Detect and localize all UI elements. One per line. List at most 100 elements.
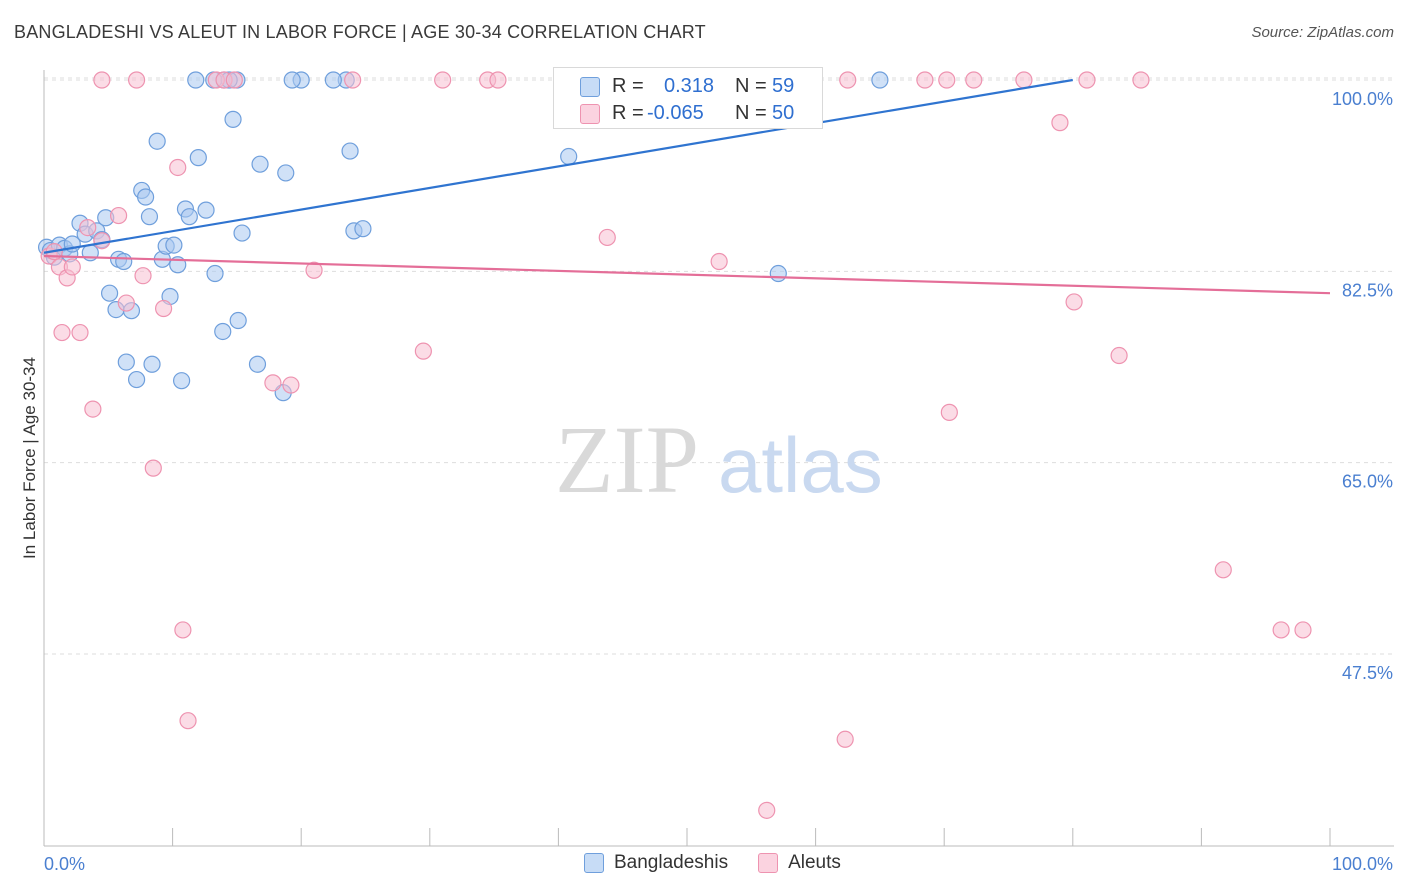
bangladeshi-point: [206, 264, 224, 283]
bangladeshi-point: [148, 132, 166, 150]
bangladeshi-point: [283, 71, 301, 89]
stats-blue-swatch: [580, 77, 600, 97]
aleut-point: [1078, 71, 1096, 89]
x-tick-label-max: 100.0%: [1332, 854, 1393, 874]
bangladeshi-point: [165, 236, 183, 254]
aleut-point: [1272, 621, 1290, 639]
watermark-atlas: atlas: [718, 421, 883, 509]
axes: [43, 70, 1394, 847]
aleut-point: [53, 323, 71, 342]
aleut-point: [1015, 71, 1033, 89]
bangladeshi-point: [560, 147, 578, 166]
bangladeshi-point: [341, 142, 359, 160]
y-axis-label: In Labor Force | Age 30-34: [20, 357, 39, 559]
legend-item-aleuts: Aleuts: [758, 852, 841, 874]
bangladeshi-point: [173, 372, 191, 390]
aleut-trend-line: [43, 254, 1331, 295]
stats-n-value-blue: 59: [772, 75, 795, 97]
aleut-point: [109, 206, 128, 225]
aleut-point: [63, 258, 81, 276]
bangladeshi-point: [324, 71, 342, 89]
aleut-point: [305, 261, 323, 279]
watermark: ZIP atlas: [555, 406, 883, 513]
bangladeshi-trend-line: [43, 78, 1073, 254]
legend-swatch-pink: [758, 853, 779, 873]
aleut-point: [710, 252, 728, 271]
bangladeshi-point: [233, 224, 251, 242]
aleut-point: [71, 323, 89, 342]
legend-swatch-blue: [584, 853, 604, 873]
bangladeshi-point: [180, 208, 198, 226]
chart-title: BANGLADESHI VS ALEUT IN LABOR FORCE | AG…: [14, 22, 706, 42]
aleut-point: [598, 228, 616, 247]
aleut-point: [117, 294, 135, 312]
stats-pink-swatch: [580, 104, 600, 124]
bangladeshi-point: [229, 311, 247, 330]
aleut-point: [225, 71, 243, 89]
bangladeshi-point: [189, 149, 207, 167]
aleut-point: [836, 730, 854, 748]
aleut-point: [758, 801, 776, 819]
bangladeshi-point: [136, 188, 155, 206]
tick-labels: 47.5% 65.0% 82.5% 100.0% 0.0% 100.0%: [43, 89, 1393, 874]
stats-r-label-blue: R =: [612, 75, 644, 97]
stats-n-value-pink: 50: [772, 102, 795, 124]
source-label: Source: ZipAtlas.com: [1251, 24, 1394, 41]
bangladeshi-point: [127, 370, 146, 389]
stats-r-label-pink: R =: [612, 102, 644, 124]
bangladeshi-point: [224, 110, 242, 128]
aleut-point: [84, 400, 102, 418]
bangladeshi-point: [769, 264, 787, 283]
aleut-point: [344, 71, 362, 89]
bangladeshi-point: [197, 201, 215, 219]
aleut-point: [93, 232, 111, 250]
gridlines: [44, 77, 1394, 655]
aleut-point: [1214, 561, 1232, 579]
bangladeshi-point: [871, 71, 889, 89]
bangladeshi-point: [117, 353, 135, 371]
aleut-point: [144, 459, 162, 477]
watermark-zip: ZIP: [555, 406, 699, 513]
aleut-point: [414, 342, 432, 360]
aleut-point: [938, 71, 956, 89]
bangladeshi-point: [354, 220, 372, 238]
aleut-point: [434, 71, 452, 89]
y-tick-label: 100.0%: [1332, 89, 1393, 109]
aleut-point: [127, 71, 146, 89]
aleut-point: [79, 219, 97, 237]
stats-r-value-pink: -0.065: [647, 102, 704, 124]
bangladeshi-point: [277, 164, 295, 182]
stats-n-label-blue: N =: [735, 75, 767, 97]
x-tick-label-min: 0.0%: [44, 854, 85, 874]
aleut-point: [1051, 114, 1069, 132]
aleut-point: [1110, 346, 1128, 365]
aleut-point: [916, 71, 934, 89]
bottom-legend: Bangladeshis Aleuts: [584, 852, 871, 874]
trend-lines: [43, 78, 1331, 295]
bangladeshi-point: [140, 208, 159, 226]
aleut-point: [1065, 293, 1083, 311]
bangladeshi-point: [251, 155, 269, 173]
aleut-point: [264, 374, 282, 392]
y-tick-label: 82.5%: [1342, 280, 1393, 300]
bangladeshi-point: [248, 355, 267, 373]
y-tick-label: 47.5%: [1342, 663, 1393, 683]
stats-legend-box: R = 0.318 N = 59 R = -0.065 N = 50: [553, 67, 823, 129]
bangladeshi-point: [115, 252, 133, 271]
aleut-point: [1132, 71, 1150, 89]
aleut-point: [174, 621, 192, 639]
aleut-point: [179, 712, 197, 730]
aleut-point: [169, 158, 187, 177]
bangladeshi-point: [100, 284, 119, 302]
legend-label-bangladeshis: Bangladeshis: [614, 852, 729, 873]
bangladeshi-point: [214, 322, 232, 341]
bangladeshi-point: [187, 71, 205, 89]
bangladeshi-point: [143, 355, 161, 373]
aleut-point: [93, 71, 111, 89]
aleut-point: [154, 299, 173, 318]
stats-n-label-pink: N =: [735, 102, 767, 124]
aleut-point: [282, 376, 300, 394]
aleut-point: [489, 71, 507, 89]
aleut-point: [134, 267, 152, 285]
